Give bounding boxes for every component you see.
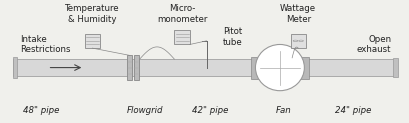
Text: 24" pipe: 24" pipe — [335, 106, 371, 115]
Circle shape — [299, 40, 303, 42]
Ellipse shape — [256, 45, 304, 91]
Text: Temperature
& Humidity: Temperature & Humidity — [65, 4, 120, 24]
Circle shape — [293, 40, 298, 42]
Text: Flowgrid: Flowgrid — [127, 106, 164, 115]
Text: 42" pipe: 42" pipe — [192, 106, 229, 115]
FancyBboxPatch shape — [296, 57, 309, 78]
FancyBboxPatch shape — [393, 58, 398, 77]
FancyBboxPatch shape — [290, 34, 306, 48]
FancyBboxPatch shape — [85, 34, 100, 48]
Text: Intake
Restrictions: Intake Restrictions — [20, 35, 70, 54]
Text: Open
exhaust: Open exhaust — [357, 35, 391, 54]
Text: 48" pipe: 48" pipe — [23, 106, 60, 115]
Text: Fan: Fan — [276, 106, 292, 115]
Text: Micro-
monometer: Micro- monometer — [157, 4, 207, 24]
FancyBboxPatch shape — [13, 57, 17, 78]
FancyBboxPatch shape — [174, 30, 190, 45]
FancyBboxPatch shape — [134, 55, 139, 80]
FancyBboxPatch shape — [251, 57, 264, 78]
FancyBboxPatch shape — [13, 59, 396, 76]
FancyBboxPatch shape — [128, 55, 133, 80]
Text: Pitot
tube: Pitot tube — [223, 27, 243, 47]
Text: Wattage
Meter: Wattage Meter — [280, 4, 316, 24]
